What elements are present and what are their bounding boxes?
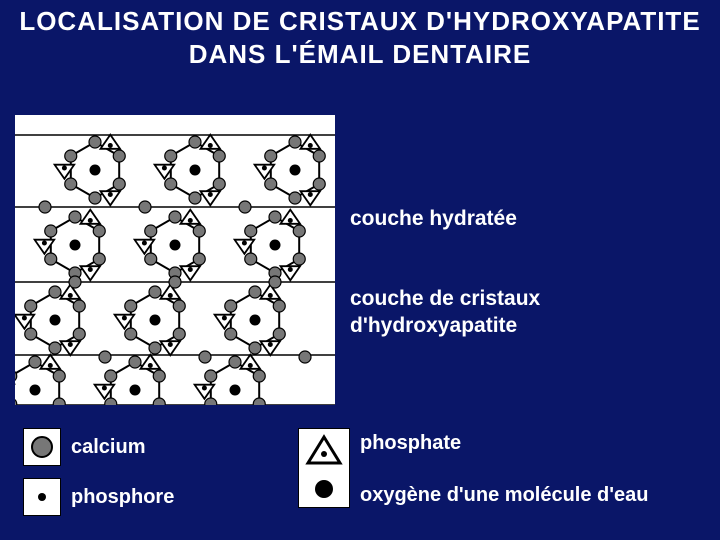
legend-calcium-label: calcium [71, 436, 145, 459]
legend-phosphore-label: phosphore [71, 486, 174, 509]
phosphate-oxygen-icon [298, 428, 350, 508]
legend-phosphate-label: phosphate [360, 428, 648, 454]
phosphore-icon [23, 478, 61, 516]
legend-phosphore: phosphore [23, 478, 174, 516]
legend-phosphate-oxygen: phosphate oxygène d'une molécule d'eau [298, 428, 648, 508]
slide-title: LOCALISATION DE CRISTAUX D'HYDROXYAPATIT… [0, 5, 720, 70]
oxygen-icon [304, 475, 344, 503]
triangle-icon [304, 434, 344, 466]
legend-calcium: calcium [23, 428, 145, 466]
label-crystal-layer: couche de cristaux d'hydroxyapatite [350, 285, 680, 340]
label-hydrated-layer: couche hydratée [350, 205, 517, 232]
crystal-diagram [15, 115, 335, 405]
slide: LOCALISATION DE CRISTAUX D'HYDROXYAPATIT… [0, 0, 720, 540]
legend-oxygene-label: oxygène d'une molécule d'eau [360, 484, 648, 506]
calcium-icon [23, 428, 61, 466]
